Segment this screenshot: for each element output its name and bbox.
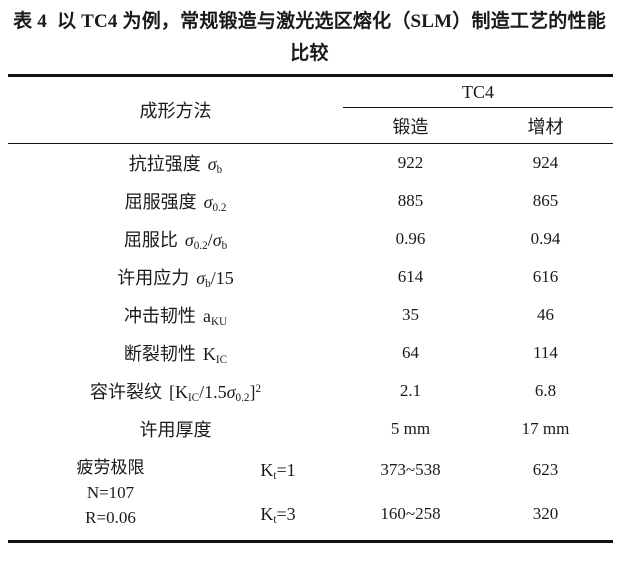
kt-symbol: K — [260, 503, 274, 524]
cell-additive: 320 — [532, 504, 559, 523]
cell-forging: 885 — [397, 191, 424, 210]
header-group-tc4: TC4 — [343, 75, 614, 109]
cell-forging: 2.1 — [399, 381, 422, 400]
row-label-subscript: IC — [215, 354, 228, 367]
header-separator — [8, 143, 614, 144]
table-row: 冲击韧性 aKU 35 46 — [8, 296, 613, 334]
header-col-forging: 锻造 — [392, 116, 429, 137]
row-label: 容许裂纹 [KIC/1.5σ0.2]2 — [8, 372, 343, 410]
cell-forging: 35 — [402, 305, 419, 324]
row-label-subscript: 0.2 — [193, 240, 208, 253]
header-col-additive: 增材 — [527, 116, 564, 137]
row-label-subscript: b — [216, 164, 223, 177]
cell-additive: 616 — [532, 267, 559, 286]
row-label-subscript: b — [205, 278, 211, 291]
kt-value: =3 — [276, 503, 296, 524]
table-row: 抗拉强度 σb 922 924 — [8, 144, 613, 183]
fatigue-kt-label: Kt=1 — [213, 448, 343, 492]
row-label-cn: 抗拉强度 — [128, 154, 201, 174]
table-row: 断裂韧性 KIC 64 114 — [8, 334, 613, 372]
cell-additive: 46 — [537, 305, 554, 324]
caption-text: 以 TC4 为例，常规锻造与激光选区熔化（SLM）制造工艺的性能比较 — [56, 11, 606, 64]
row-label-cn: 容许裂纹 — [89, 382, 162, 402]
cell-forging: 160~258 — [380, 504, 441, 523]
row-label-symbol: σ — [196, 268, 206, 288]
table-row-fatigue: Kt=3 160~258 320 — [8, 492, 613, 536]
table-row: 屈服比 σ0.2/σb 0.96 0.94 — [8, 220, 613, 258]
row-label-symbol: a — [202, 306, 211, 326]
row-label-cn: 屈服比 — [123, 230, 178, 250]
row-label-symbol: σ — [184, 230, 194, 250]
kt-subscript: t — [273, 513, 277, 526]
fatigue-label: 疲劳极限 N=107 R=0.06 — [8, 448, 213, 536]
cell-additive: 623 — [532, 460, 559, 479]
cell-additive: 0.94 — [530, 229, 561, 248]
row-label-symbol: σ — [203, 192, 213, 212]
table-body: 抗拉强度 σb 922 924 屈服强度 σ0.2 885 865 屈服比 σ0.2/… — [8, 143, 614, 543]
cell-additive: 924 — [532, 153, 559, 172]
row-label-subscript: KU — [210, 316, 228, 329]
cell-additive: 114 — [533, 343, 558, 362]
table-caption: 表 4 以 TC4 为例，常规锻造与激光选区熔化（SLM）制造工艺的性能比较 — [8, 0, 611, 74]
cell-forging: 0.96 — [395, 229, 426, 248]
bottom-rule-row — [8, 536, 614, 543]
cell-forging: 64 — [402, 343, 419, 362]
kt-subscript: t — [273, 469, 277, 482]
table-row-fatigue: 疲劳极限 N=107 R=0.06 Kt=1 373~538 623 — [8, 448, 613, 527]
row-label: 抗拉强度 σb — [8, 144, 343, 183]
row-label-cn: 冲击韧性 — [123, 306, 196, 326]
kt-value: =1 — [276, 459, 296, 480]
fatigue-label-line2: N=107 — [86, 482, 135, 502]
header-subrow: 锻造 增材 — [8, 108, 613, 143]
cell-forging: 614 — [397, 267, 424, 286]
row-label: 冲击韧性 aKU — [8, 296, 343, 334]
row-label-tail: /15 — [210, 268, 234, 288]
fatigue-label-line1: 疲劳极限 — [76, 457, 145, 477]
cell-additive: 6.8 — [534, 381, 557, 400]
cell-forging: 922 — [397, 153, 424, 172]
caption-label: 表 4 — [13, 11, 47, 32]
row-label-subscript: 0.2 — [212, 202, 227, 215]
kt-symbol: K — [260, 459, 274, 480]
table-header: 成形方法 TC4 锻造 增材 — [8, 75, 614, 144]
cell-forging: 5 mm — [390, 419, 431, 438]
row-label: 断裂韧性 KIC — [8, 334, 343, 372]
table-row: 容许裂纹 [KIC/1.5σ0.2]2 2.1 6.8 — [8, 372, 613, 410]
cell-additive: 865 — [532, 191, 559, 210]
row-label-cn: 屈服强度 — [124, 192, 197, 212]
row-label-cn: 许用应力 — [117, 268, 190, 288]
fatigue-label-line3: R=0.06 — [85, 507, 136, 527]
cell-additive: 17 mm — [521, 419, 570, 438]
row-label-symbol: σ — [207, 154, 217, 174]
row-label: 许用应力 σb/15 — [8, 258, 343, 296]
cell-forging: 373~538 — [380, 460, 441, 479]
row-label-tail: /σb — [207, 230, 228, 253]
fatigue-kt-label: Kt=3 — [213, 492, 343, 536]
row-label: 屈服比 σ0.2/σb — [8, 220, 343, 258]
row-label-formula: [KIC/1.5σ0.2]2 — [168, 382, 262, 405]
table-row: 许用厚度 5 mm 17 mm — [8, 410, 613, 448]
comparison-table: 成形方法 TC4 锻造 增材 抗拉强度 σb 922 924 — [8, 74, 614, 543]
table-row: 屈服强度 σ0.2 885 865 — [8, 182, 613, 220]
row-label-symbol: K — [202, 344, 216, 364]
row-label-cn: 断裂韧性 — [123, 344, 196, 364]
table-row: 许用应力 σb/15 614 616 — [8, 258, 613, 296]
header-row-group: 成形方法 TC4 — [8, 75, 614, 121]
row-label: 屈服强度 σ0.2 — [8, 182, 343, 220]
header-method: 成形方法 — [139, 101, 212, 121]
row-label: 许用厚度 — [139, 420, 212, 440]
